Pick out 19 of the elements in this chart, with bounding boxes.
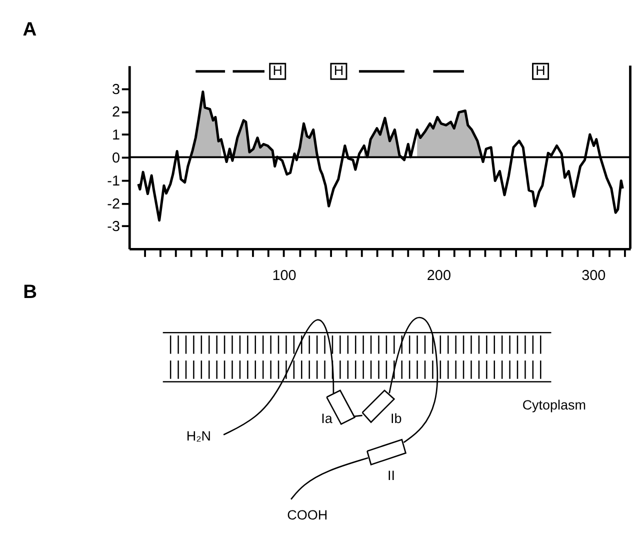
text: B [23, 282, 38, 303]
y-tick-label: -3 [107, 219, 120, 236]
text: COOH [287, 508, 328, 523]
y-tick-label: 3 [112, 82, 120, 98]
annotation: H [272, 63, 282, 78]
y-tick-label: 1 [112, 128, 120, 144]
y-tick-label: -2 [107, 196, 120, 212]
y-tick-label: 0 [112, 150, 120, 166]
annotation: H [334, 63, 344, 78]
x-tick-label: 100 [272, 268, 296, 284]
chart-title: A [22, 20, 37, 41]
text: II [388, 468, 396, 484]
y-tick-label: 2 [112, 104, 120, 121]
x-tick-label: 200 [426, 268, 451, 284]
text: Cytoplasm [522, 398, 586, 413]
annotation: H [536, 63, 546, 78]
text: H₂N [186, 428, 212, 444]
y-tick-label: -1 [107, 173, 120, 190]
x-tick-label: 300 [582, 268, 606, 284]
